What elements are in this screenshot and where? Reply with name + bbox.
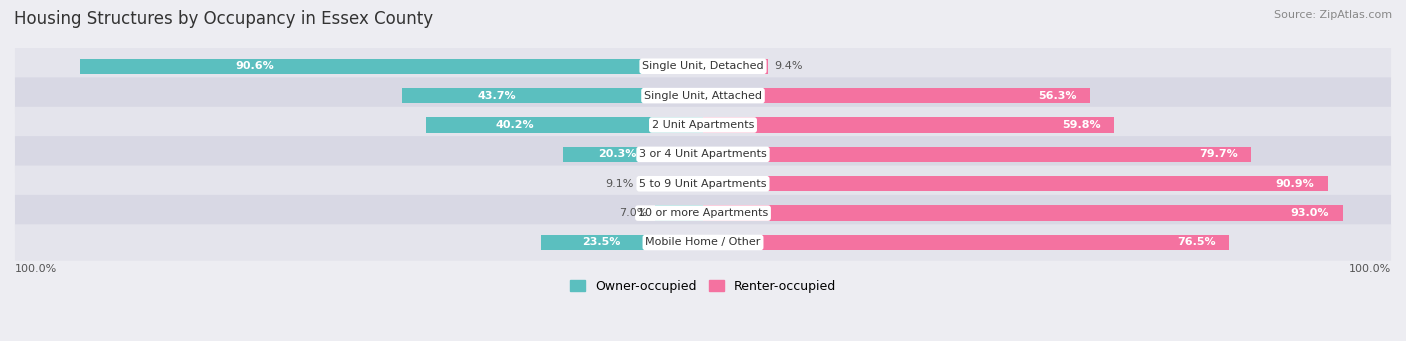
Text: 20.3%: 20.3%	[599, 149, 637, 159]
FancyBboxPatch shape	[15, 224, 1391, 261]
Text: 9.4%: 9.4%	[775, 61, 803, 71]
Bar	[703, 88, 1090, 103]
Text: 93.0%: 93.0%	[1291, 208, 1329, 218]
Text: Mobile Home / Other: Mobile Home / Other	[645, 237, 761, 248]
Text: 100.0%: 100.0%	[15, 264, 58, 273]
Bar	[80, 59, 703, 74]
Bar	[703, 206, 1343, 221]
Legend: Owner-occupied, Renter-occupied: Owner-occupied, Renter-occupied	[565, 275, 841, 298]
Text: 79.7%: 79.7%	[1199, 149, 1237, 159]
Text: 3 or 4 Unit Apartments: 3 or 4 Unit Apartments	[640, 149, 766, 159]
FancyBboxPatch shape	[15, 195, 1391, 231]
Text: 59.8%: 59.8%	[1062, 120, 1101, 130]
Text: Source: ZipAtlas.com: Source: ZipAtlas.com	[1274, 10, 1392, 20]
Text: 9.1%: 9.1%	[605, 179, 634, 189]
Text: 76.5%: 76.5%	[1177, 237, 1216, 248]
FancyBboxPatch shape	[15, 48, 1391, 85]
Bar	[703, 176, 1329, 191]
Text: Housing Structures by Occupancy in Essex County: Housing Structures by Occupancy in Essex…	[14, 10, 433, 28]
Text: 100.0%: 100.0%	[1348, 264, 1391, 273]
FancyBboxPatch shape	[15, 77, 1391, 114]
Bar	[655, 206, 703, 221]
Text: 5 to 9 Unit Apartments: 5 to 9 Unit Apartments	[640, 179, 766, 189]
Text: Single Unit, Detached: Single Unit, Detached	[643, 61, 763, 71]
Text: 2 Unit Apartments: 2 Unit Apartments	[652, 120, 754, 130]
Text: 10 or more Apartments: 10 or more Apartments	[638, 208, 768, 218]
FancyBboxPatch shape	[15, 165, 1391, 202]
Bar	[703, 59, 768, 74]
Text: 7.0%: 7.0%	[620, 208, 648, 218]
FancyBboxPatch shape	[15, 107, 1391, 143]
Bar	[426, 117, 703, 133]
Text: 90.9%: 90.9%	[1275, 179, 1315, 189]
Bar	[703, 235, 1229, 250]
Text: 43.7%: 43.7%	[478, 91, 516, 101]
Bar	[541, 235, 703, 250]
Bar	[703, 147, 1251, 162]
Bar	[402, 88, 703, 103]
Text: 23.5%: 23.5%	[582, 237, 620, 248]
Bar	[640, 176, 703, 191]
Bar	[564, 147, 703, 162]
Text: 40.2%: 40.2%	[495, 120, 534, 130]
Text: 56.3%: 56.3%	[1038, 91, 1077, 101]
FancyBboxPatch shape	[15, 136, 1391, 173]
Text: 90.6%: 90.6%	[236, 61, 274, 71]
Text: Single Unit, Attached: Single Unit, Attached	[644, 91, 762, 101]
Bar	[703, 117, 1115, 133]
